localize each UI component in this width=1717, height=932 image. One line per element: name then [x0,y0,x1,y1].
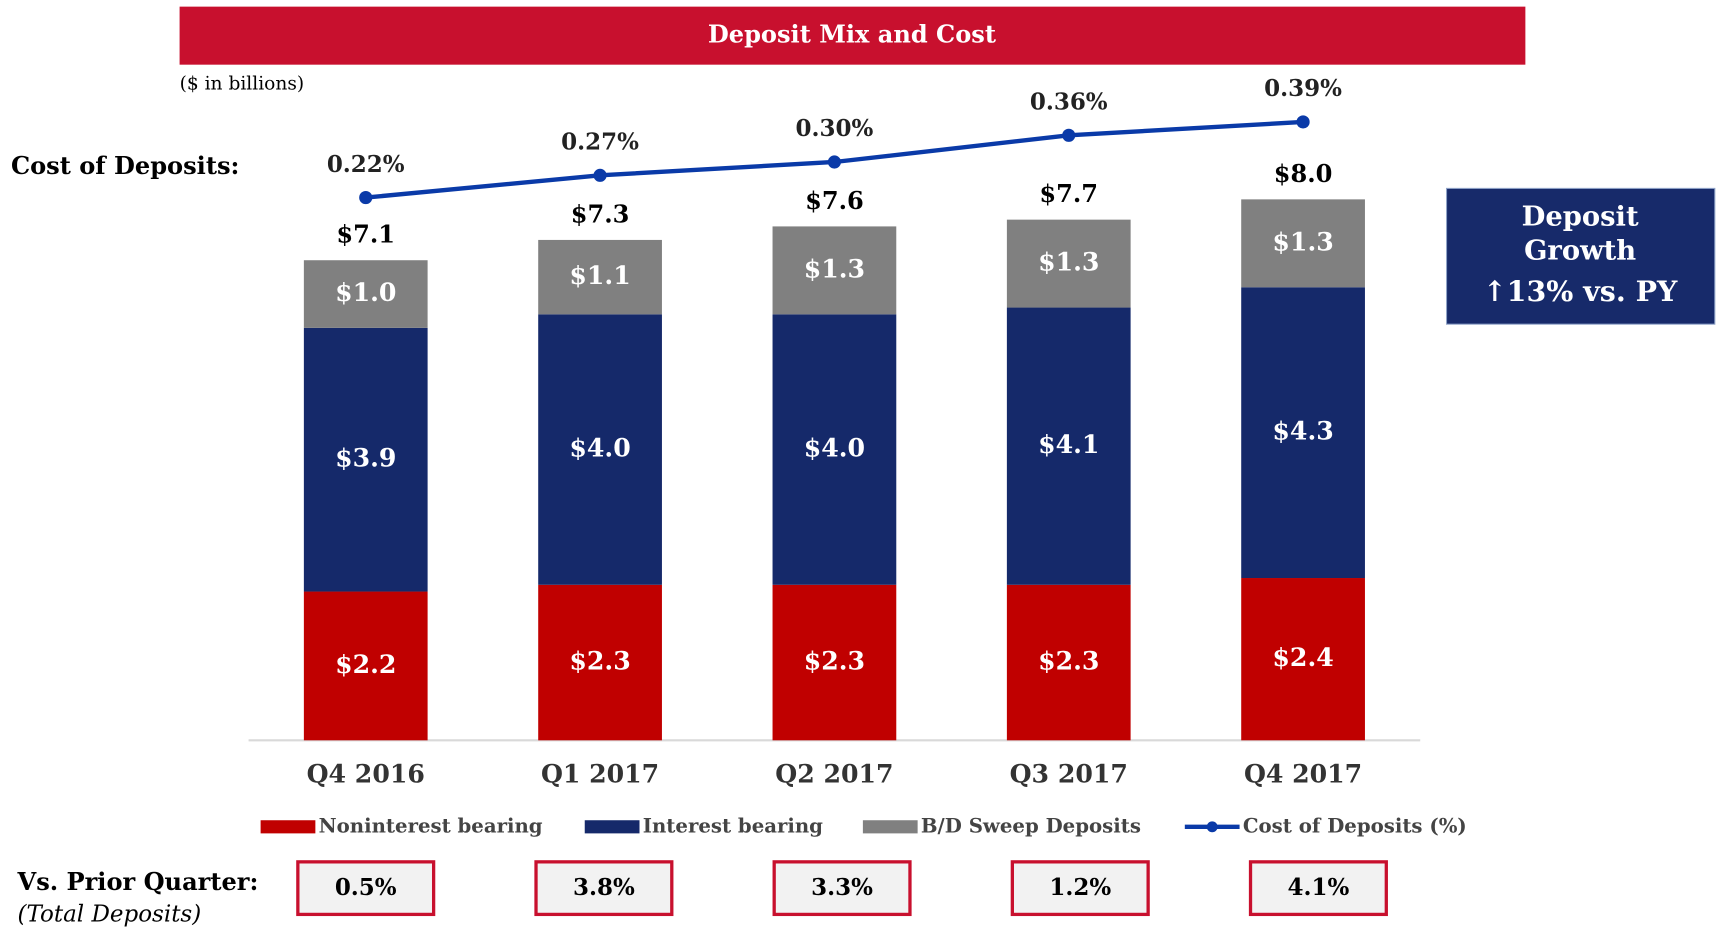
data-label: $2.3 [1038,646,1099,676]
change-value: 1.2% [1049,874,1111,901]
total-label: $7.6 [805,186,864,215]
bar-segment [772,314,897,585]
data-label: $1.3 [1272,226,1333,256]
data-label: $1.0 [335,277,396,307]
line-point [827,155,841,169]
callout-line: Deposit [1522,200,1639,232]
bar-segment [538,239,662,315]
data-label: $1.3 [804,253,865,283]
line-label: 0.36% [1030,89,1108,116]
x-tick-label: Q4 2016 [307,758,425,788]
total-label: $7.1 [336,220,395,249]
change-box [296,860,436,917]
legend-label: Noninterest bearing [319,813,543,837]
line-label: 0.39% [1264,75,1342,102]
change-value: 3.3% [811,874,873,901]
bar-segment [303,327,428,592]
bar-segment [1241,578,1365,741]
callout-line: Growth [1524,234,1636,266]
change-box [772,860,912,917]
prior-quarter-note: (Total Deposits) [18,902,202,928]
data-label: $1.3 [1038,247,1099,277]
data-label: $4.1 [1038,429,1099,459]
bar-segment [772,226,897,315]
legend-label: B/D Sweep Deposits [921,813,1141,837]
x-tick-label: Q2 2017 [775,758,893,788]
bar-segment [303,260,428,328]
line-label: 0.30% [795,115,873,142]
legend-swatch [260,820,316,834]
total-label: $7.7 [1039,179,1098,208]
legend-label: Cost of Deposits (%) [1243,813,1467,837]
bar-segment [1006,584,1131,741]
chart-title: Deposit Mix and Cost [708,20,996,49]
legend-label: Interest bearing [643,813,823,837]
bar-segment [772,584,897,741]
bar-segment [1241,199,1365,288]
legend-swatch [862,820,918,834]
data-label: $4.3 [1272,416,1333,446]
line-point [593,168,607,182]
line-axis-label: Cost of Deposits: [11,151,239,180]
bar-segment [1006,307,1131,585]
data-label: $2.4 [1272,642,1333,672]
line-point [359,191,373,205]
total-label: $7.3 [571,199,630,228]
title-bar [179,6,1526,65]
change-box [1010,860,1150,917]
bar-segment [1006,219,1131,308]
x-tick-label: Q3 2017 [1010,758,1128,788]
change-box [534,860,674,917]
change-value: 4.1% [1287,874,1349,901]
data-label: $1.1 [569,260,630,290]
bar-segment [1241,287,1365,579]
legend-swatch [584,820,640,834]
total-label: $8.0 [1274,159,1333,188]
subtitle: ($ in billions) [180,73,305,94]
change-value: 3.8% [573,874,635,901]
line-point [1296,115,1310,129]
bar-segment [538,584,662,741]
prior-quarter-label: Vs. Prior Quarter: [17,867,259,896]
line-point [1062,128,1076,142]
data-label: $4.0 [804,433,865,463]
data-label: $2.2 [335,649,396,679]
data-label: $3.9 [335,443,396,473]
legend-swatch [1206,821,1218,833]
bar-segment [303,591,428,741]
change-box [1248,860,1388,917]
callout-box [1445,187,1716,325]
data-label: $4.0 [569,433,630,463]
x-tick-label: Q1 2017 [541,758,659,788]
x-tick-label: Q4 2017 [1244,758,1362,788]
line-label: 0.27% [561,129,639,156]
data-label: $2.3 [569,646,630,676]
callout-change: ↑13% vs. PY [1483,274,1678,308]
line-label: 0.22% [327,151,405,178]
change-value: 0.5% [335,874,397,901]
bar-segment [538,314,662,585]
data-label: $2.3 [804,646,865,676]
